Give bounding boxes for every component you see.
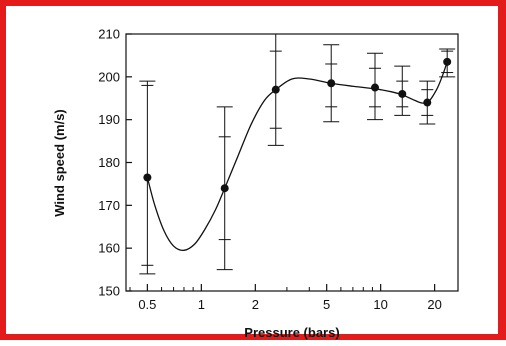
y-tick-label: 170 bbox=[98, 198, 120, 213]
data-point bbox=[423, 98, 432, 107]
wind-speed-chart: 150 160 170 180 190 200 210 0.5 1 2 5 10 20 Pressur… bbox=[52, 27, 459, 340]
plot-area-border bbox=[125, 33, 459, 292]
data-point bbox=[398, 89, 407, 98]
data-point bbox=[220, 184, 229, 193]
data-point bbox=[443, 57, 452, 66]
x-tick-label: 2 bbox=[252, 297, 259, 312]
y-tick-label: 200 bbox=[98, 69, 120, 84]
x-axis-title: Pressure (bars) bbox=[244, 325, 339, 340]
y-tick-label: 160 bbox=[98, 241, 120, 256]
y-tick-label: 210 bbox=[98, 27, 120, 42]
data-point bbox=[327, 79, 336, 88]
x-tick-label: 0.5 bbox=[138, 297, 156, 312]
y-tick-label: 190 bbox=[98, 112, 120, 127]
x-tick-label: 20 bbox=[427, 297, 441, 312]
data-point bbox=[271, 85, 280, 94]
x-tick-label: 10 bbox=[373, 297, 387, 312]
fit-curve bbox=[146, 61, 448, 252]
data-point bbox=[371, 83, 380, 92]
x-tick-label: 1 bbox=[198, 297, 205, 312]
y-axis-title: Wind speed (m/s) bbox=[52, 109, 67, 217]
data-point bbox=[143, 173, 152, 182]
y-tick-label: 180 bbox=[98, 155, 120, 170]
x-tick-label: 5 bbox=[323, 297, 330, 312]
y-tick-label: 150 bbox=[98, 284, 120, 299]
